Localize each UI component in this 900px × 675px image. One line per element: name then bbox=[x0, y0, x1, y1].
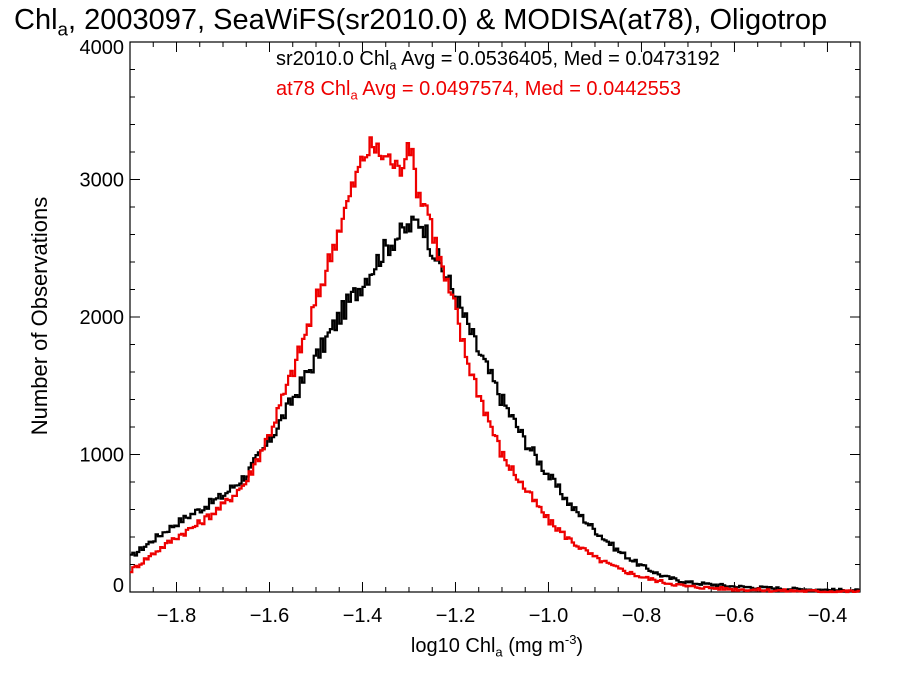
series-line-at78 bbox=[130, 136, 860, 594]
x-tick-label: −1.0 bbox=[529, 605, 568, 627]
chart-title: Chla, 2003097, SeaWiFS(sr2010.0) & MODIS… bbox=[14, 4, 828, 40]
y-tick-label: 0 bbox=[113, 575, 124, 597]
x-tick-label: −0.4 bbox=[808, 605, 847, 627]
y-tick-label: 1000 bbox=[80, 445, 125, 467]
x-tick-label: −1.2 bbox=[436, 605, 475, 627]
x-tick-label: −1.4 bbox=[343, 605, 382, 627]
legend-entry-sr2010: sr2010.0 Chla Avg = 0.0536405, Med = 0.0… bbox=[276, 48, 720, 73]
x-tick-label: −0.6 bbox=[715, 605, 754, 627]
x-tick-label: −1.6 bbox=[250, 605, 289, 627]
x-tick-label: −0.8 bbox=[622, 605, 661, 627]
x-axis-label: log10 Chla (mg m-3) bbox=[410, 632, 584, 660]
x-tick-label: −1.8 bbox=[157, 605, 196, 627]
legend-entry-at78: at78 Chla Avg = 0.0497574, Med = 0.04425… bbox=[276, 78, 681, 103]
y-tick-label: 2000 bbox=[80, 307, 125, 329]
plot-frame bbox=[129, 41, 861, 593]
y-tick-label: 3000 bbox=[80, 170, 125, 192]
y-tick-label: 4000 bbox=[80, 37, 125, 59]
series-line-sr2010.0 bbox=[130, 215, 860, 593]
